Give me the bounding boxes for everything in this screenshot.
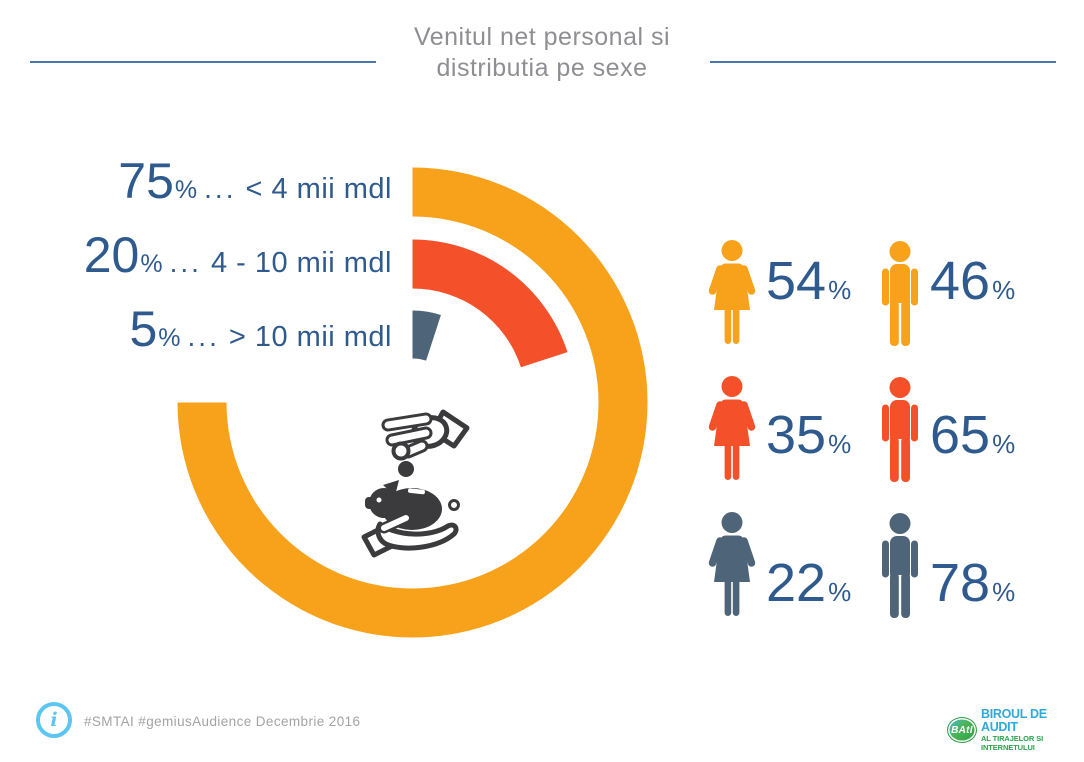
donut-segment-3: [412, 310, 441, 361]
donut-segment-2: [412, 239, 568, 368]
income-label-row: 20%... 4 - 10 mii mdl: [36, 230, 392, 280]
male-figure-icon: [877, 241, 923, 351]
female-figure-icon: [705, 512, 759, 622]
income-donut-chart: [177, 167, 648, 638]
gender-cell-male: 46%: [877, 240, 1015, 352]
separator-dots: ...: [204, 173, 237, 204]
income-label-row: 5%... > 10 mii mdl: [36, 304, 392, 354]
percent-sign: %: [158, 324, 181, 352]
gender-cell-female: 22%: [705, 512, 877, 624]
male-percentage: 65%: [930, 405, 1016, 465]
gender-cell-male: 78%: [877, 512, 1015, 624]
male-percentage: 46%: [930, 251, 1016, 311]
female-percentage: 54%: [766, 251, 852, 311]
logo-name-line1: BIROUL DE AUDIT: [980, 707, 1047, 734]
gender-cell-female: 35%: [705, 376, 877, 488]
info-icon: i: [36, 702, 72, 738]
male-percentage: 78%: [930, 553, 1016, 613]
logo-text: BIROUL DE AUDIT AL TIRAJELOR SI INTERNET…: [980, 707, 1084, 753]
gender-cell-male: 65%: [877, 376, 1015, 488]
info-icon-glyph: i: [50, 709, 58, 731]
female-percentage: 35%: [766, 405, 852, 465]
gender-row: 35% 65%: [705, 376, 1057, 488]
title-rule-left: [30, 61, 376, 63]
page-title-line2: distributia pe sexe: [436, 54, 648, 82]
female-figure-icon: [705, 240, 759, 350]
piggy-bank-hands-icon: [361, 409, 470, 558]
hand-dropping-coin-icon: [381, 409, 470, 477]
separator-dots: ...: [187, 321, 220, 352]
income-value: 75: [118, 153, 174, 209]
title-rule-right: [710, 61, 1056, 63]
gender-row: 54% 46%: [705, 240, 1057, 352]
gender-row: 22% 78%: [705, 512, 1057, 624]
bati-logo: BAtI BIROUL DE AUDIT AL TIRAJELOR SI INT…: [947, 708, 1084, 752]
income-legend: 75%... < 4 mii mdl 20%... 4 - 10 mii mdl 5…: [36, 156, 392, 378]
page-title-line1: Venitul net personal si: [413, 23, 671, 51]
income-value: 5: [129, 301, 158, 357]
percent-sign: %: [992, 275, 1016, 305]
male-figure-icon: [877, 513, 923, 623]
separator-dots: ...: [169, 247, 202, 278]
percent-sign: %: [992, 577, 1016, 607]
percent-sign: %: [828, 275, 852, 305]
page-title: Venitul net personal si distributia pe s…: [342, 22, 742, 84]
percent-sign: %: [992, 429, 1016, 459]
male-figure-icon: [877, 377, 923, 487]
percent-sign: %: [828, 577, 852, 607]
income-range: > 10 mii mdl: [228, 321, 392, 353]
gender-cell-female: 54%: [705, 240, 877, 352]
logo-name-line2: AL TIRAJELOR SI INTERNETULUI: [980, 734, 1044, 752]
income-range: < 4 mii mdl: [245, 173, 392, 205]
income-label-row: 75%... < 4 mii mdl: [36, 156, 392, 206]
percent-sign: %: [174, 176, 198, 204]
income-range: 4 - 10 mii mdl: [210, 247, 392, 279]
percent-sign: %: [828, 429, 852, 459]
female-figure-icon: [705, 376, 759, 486]
percent-sign: %: [140, 250, 163, 278]
income-value: 20: [83, 227, 140, 283]
logo-badge: BAtI: [947, 717, 977, 743]
hashtags-text: #SMTAI #gemiusAudience Decembrie 2016: [84, 714, 361, 729]
female-percentage: 22%: [766, 553, 852, 613]
open-palm-hand-icon: [361, 512, 459, 558]
